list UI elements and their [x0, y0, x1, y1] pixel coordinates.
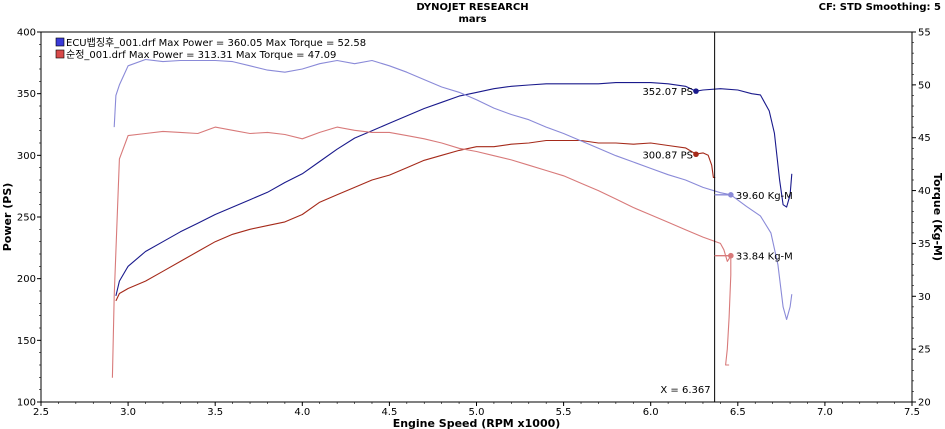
x-axis-label: Engine Speed (RPM x1000): [393, 417, 561, 429]
correction-settings: CF: STD Smoothing: 5: [818, 2, 941, 13]
x-tick-label: 4.5: [381, 407, 397, 418]
annotation-marker: [693, 151, 699, 158]
y-right-axis-label: Torque (Kg-M): [931, 173, 944, 261]
y-left-tick-label: 200: [17, 274, 36, 285]
annotation-label: 33.84 Kg-M: [736, 252, 793, 263]
x-tick-label: 5.5: [556, 407, 572, 418]
x-tick-label: 6.5: [730, 407, 746, 418]
legend-entry: 순정_001.drf Max Power = 313.31 Max Torque…: [66, 49, 336, 61]
series-line-torque_stock: [111, 126, 732, 378]
y-left-tick-label: 400: [17, 28, 36, 39]
y-left-axis-label: Power (PS): [1, 183, 14, 252]
x-tick-label: 2.5: [33, 407, 49, 418]
annotation-label: 300.87 PS: [642, 150, 693, 161]
series-line-torque_ecu: [113, 58, 793, 321]
x-tick-label: 3.0: [120, 407, 136, 418]
plot-frame: [40, 31, 913, 403]
y-left-tick-label: 100: [17, 398, 36, 409]
chart-title: DYNOJET RESEARCH: [416, 2, 529, 13]
y-left-tick-label: 150: [17, 336, 36, 347]
legend-marker: [55, 49, 65, 59]
y-right-tick-label: 55: [918, 28, 931, 39]
legend: ECU뱁징후_001.drf Max Power = 360.05 Max To…: [55, 37, 366, 61]
y-right-tick-label: 40: [918, 186, 931, 197]
legend-entry: ECU뱁징후_001.drf Max Power = 360.05 Max To…: [66, 37, 366, 49]
y-right-tick-label: 30: [918, 292, 931, 303]
chart-subtitle: mars: [458, 14, 487, 25]
annotation-marker: [693, 88, 699, 94]
annotations: 352.07 PS 300.87 PS 39.60 Kg-M 33.84 Kg-M: [642, 87, 792, 263]
series-line-power_stock: [115, 139, 716, 302]
x-tick-label: 4.0: [294, 407, 310, 418]
legend-marker: [55, 37, 65, 47]
y-right-tick-label: 35: [918, 239, 931, 250]
series-layer: [111, 58, 793, 378]
x-tick-label: 7.5: [904, 407, 920, 418]
y-left-tick-label: 300: [17, 151, 36, 162]
y-right-tick-label: 50: [918, 80, 931, 91]
cursor: X = 6.367: [660, 32, 716, 402]
y-right-tick-label: 45: [918, 133, 931, 144]
y-left-tick-label: 250: [17, 213, 36, 224]
annotation-label: 352.07 PS: [642, 87, 693, 98]
y-right-tick-label: 20: [918, 398, 931, 409]
x-tick-label: 3.5: [207, 407, 223, 418]
y-left-tick-label: 350: [17, 89, 36, 100]
axes: 2.5 3.0 3.5 4.0 4.5 5.0 5.5 6.0 6.5 7.0 7.5 100 150 2…: [1, 28, 944, 429]
annotation-label: 39.60 Kg-M: [736, 191, 793, 202]
series-line-power_ecu: [115, 82, 793, 297]
y-right-tick-label: 25: [918, 345, 931, 356]
x-tick-label: 6.0: [643, 407, 659, 418]
x-tick-label: 7.0: [817, 407, 833, 418]
x-tick-label: 5.0: [469, 407, 485, 418]
cursor-label: X = 6.367: [660, 385, 710, 396]
